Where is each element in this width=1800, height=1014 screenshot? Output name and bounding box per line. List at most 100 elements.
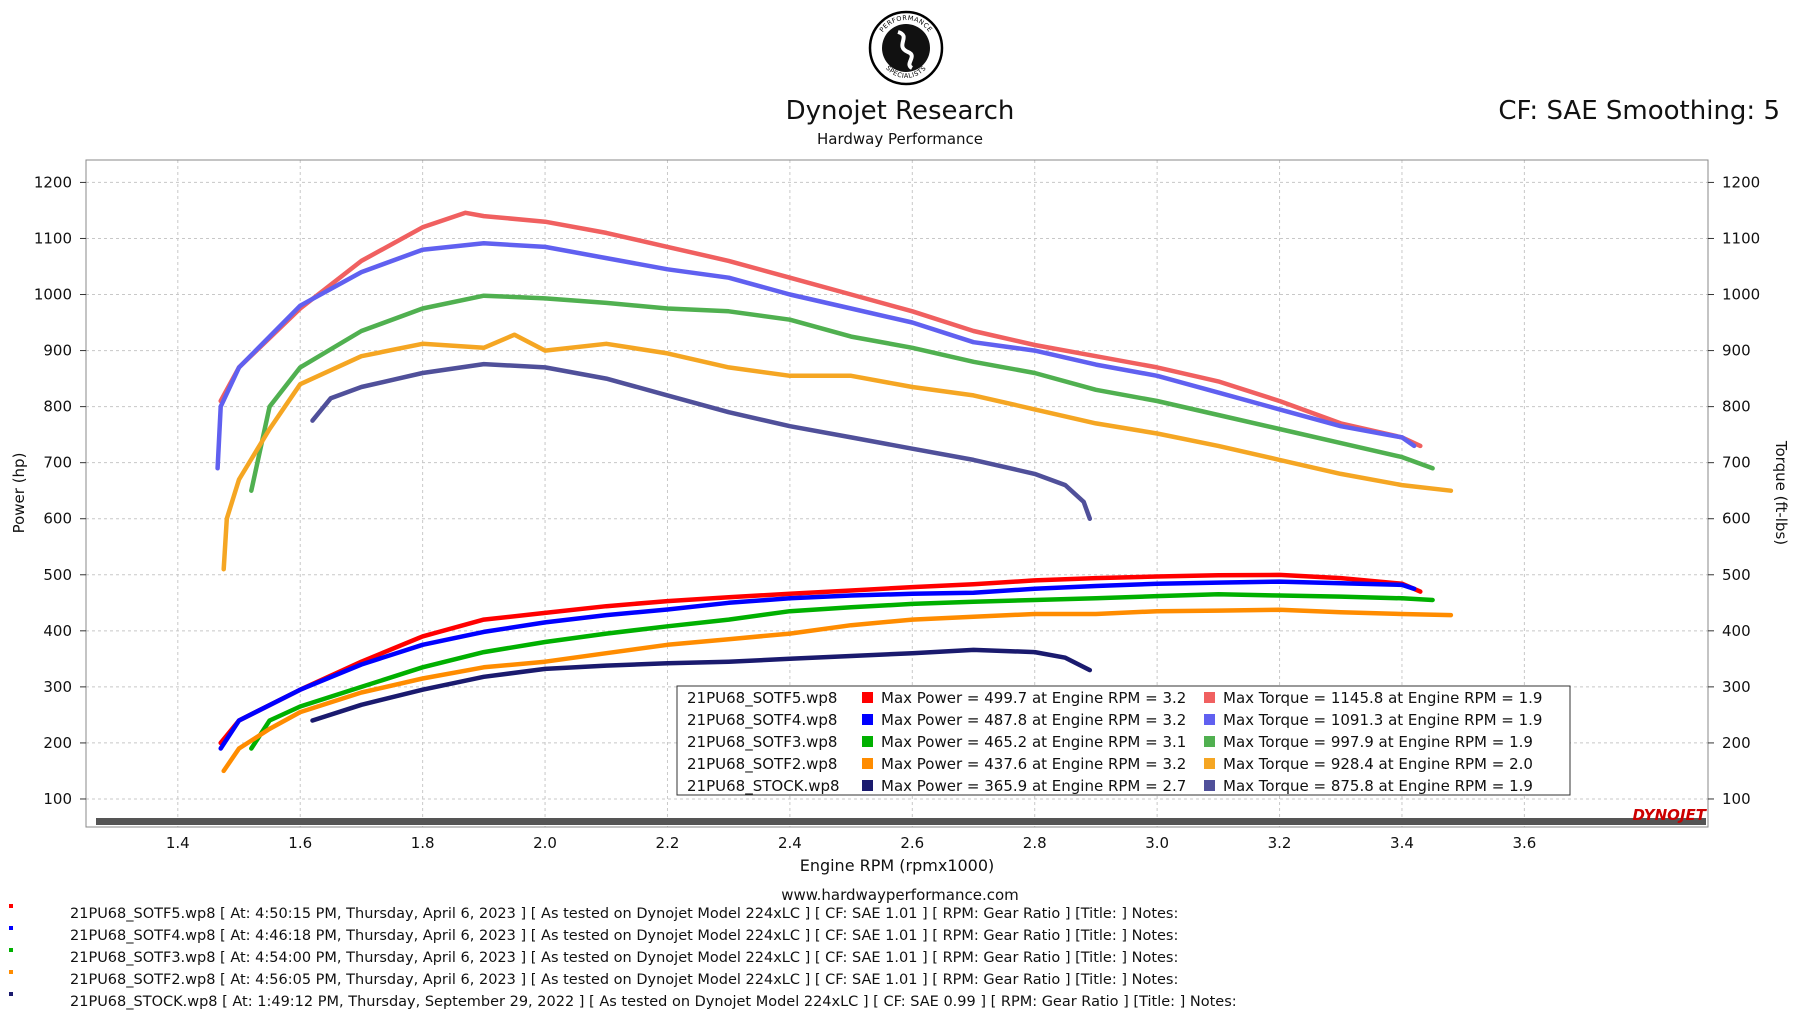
run-color-dot bbox=[9, 904, 13, 908]
y2-tick-label: 800 bbox=[1722, 398, 1751, 416]
legend-max-power: Max Power = 487.8 at Engine RPM = 3.2 bbox=[881, 711, 1186, 729]
legend-max-power: Max Power = 365.9 at Engine RPM = 2.7 bbox=[881, 777, 1186, 795]
run-info-text: 21PU68_SOTF2.wp8 [ At: 4:56:05 PM, Thurs… bbox=[70, 972, 1179, 988]
legend-swatch-power bbox=[862, 780, 873, 791]
y-tick-label: 500 bbox=[43, 566, 72, 584]
chart-subtitle: Hardway Performance bbox=[816, 130, 984, 148]
legend-run-name: 21PU68_SOTF3.wp8 bbox=[687, 733, 837, 752]
legend-max-torque: Max Torque = 1091.3 at Engine RPM = 1.9 bbox=[1223, 711, 1542, 729]
y2-tick-label: 900 bbox=[1722, 342, 1751, 360]
y-tick-label: 600 bbox=[43, 510, 72, 528]
website-url: www.hardwayperformance.com bbox=[781, 886, 1019, 904]
y2-tick-label: 300 bbox=[1722, 678, 1751, 696]
y-tick-label: 300 bbox=[43, 678, 72, 696]
x-axis-label: Engine RPM (rpmx1000) bbox=[800, 856, 995, 875]
legend-max-torque: Max Torque = 997.9 at Engine RPM = 1.9 bbox=[1223, 733, 1533, 751]
x-tick-label: 2.4 bbox=[778, 834, 802, 852]
legend-box bbox=[676, 685, 1571, 796]
y2-tick-label: 400 bbox=[1722, 622, 1751, 640]
dynojet-brand: DYNOJET bbox=[1632, 806, 1707, 824]
y-tick-label: 1000 bbox=[34, 286, 72, 304]
run-color-dot bbox=[9, 948, 13, 952]
series-lines bbox=[215, 210, 1454, 774]
legend-max-power: Max Power = 499.7 at Engine RPM = 3.2 bbox=[881, 689, 1186, 707]
series-line-torque bbox=[215, 241, 1417, 471]
legend-swatch-torque bbox=[1204, 780, 1215, 791]
x-tick-label: 1.4 bbox=[166, 834, 190, 852]
y2-tick-label: 100 bbox=[1722, 790, 1751, 808]
legend-swatch-torque bbox=[1204, 758, 1215, 769]
y-tick-label: 1100 bbox=[34, 229, 72, 247]
run-color-dot bbox=[9, 970, 13, 974]
y2-tick-label: 600 bbox=[1722, 510, 1751, 528]
x-axis-band bbox=[96, 818, 1706, 825]
y2-tick-label: 500 bbox=[1722, 566, 1751, 584]
run-info-list: 21PU68_SOTF5.wp8 [ At: 4:50:15 PM, Thurs… bbox=[8, 904, 1788, 1014]
cf-smoothing-label: CF: SAE Smoothing: 5 bbox=[1498, 96, 1780, 126]
series-line-torque bbox=[221, 332, 1454, 572]
chart-title: Dynojet Research bbox=[785, 96, 1015, 126]
y2-tick-label: 1000 bbox=[1722, 286, 1760, 304]
legend-swatch-power bbox=[862, 714, 873, 725]
series-line-power bbox=[310, 647, 1093, 723]
y-tick-label: 200 bbox=[43, 734, 72, 752]
y2-tick-label: 1200 bbox=[1722, 173, 1760, 191]
run-info-row: 21PU68_SOTF2.wp8 [ At: 4:56:05 PM, Thurs… bbox=[8, 970, 1788, 992]
run-info-row: 21PU68_SOTF3.wp8 [ At: 4:54:00 PM, Thurs… bbox=[8, 948, 1788, 970]
run-info-text: 21PU68_STOCK.wp8 [ At: 1:49:12 PM, Thurs… bbox=[70, 994, 1237, 1010]
y2-tick-label: 700 bbox=[1722, 454, 1751, 472]
y-tick-label: 1200 bbox=[34, 173, 72, 191]
performance-specialists-logo: PERFORMANCE SPECIALISTS bbox=[868, 10, 944, 86]
y-tick-label: 700 bbox=[43, 454, 72, 472]
plot-frame bbox=[85, 159, 1709, 828]
y-tick-label: 800 bbox=[43, 398, 72, 416]
x-tick-label: 2.2 bbox=[656, 834, 680, 852]
run-info-row: 21PU68_SOTF5.wp8 [ At: 4:50:15 PM, Thurs… bbox=[8, 904, 1788, 926]
legend-max-power: Max Power = 465.2 at Engine RPM = 3.1 bbox=[881, 733, 1186, 751]
y-tick-label: 400 bbox=[43, 622, 72, 640]
legend-max-power: Max Power = 437.6 at Engine RPM = 3.2 bbox=[881, 755, 1186, 773]
run-info-row: 21PU68_SOTF4.wp8 [ At: 4:46:18 PM, Thurs… bbox=[8, 926, 1788, 948]
legend-swatch-power bbox=[862, 692, 873, 703]
legend-swatch-power bbox=[862, 736, 873, 747]
y-tick-label: 900 bbox=[43, 342, 72, 360]
series-line-power bbox=[218, 572, 1423, 746]
x-tick-label: 3.6 bbox=[1512, 834, 1536, 852]
series-line-torque bbox=[310, 361, 1093, 521]
x-tick-label: 2.8 bbox=[1023, 834, 1047, 852]
run-info-text: 21PU68_SOTF5.wp8 [ At: 4:50:15 PM, Thurs… bbox=[70, 906, 1179, 922]
legend-max-torque: Max Torque = 928.4 at Engine RPM = 2.0 bbox=[1223, 755, 1533, 773]
run-info-row: 21PU68_STOCK.wp8 [ At: 1:49:12 PM, Thurs… bbox=[8, 992, 1788, 1014]
series-line-power bbox=[221, 607, 1454, 774]
y2-axis-label: Torque (ft-lbs) bbox=[1772, 440, 1790, 545]
legend-swatch-torque bbox=[1204, 714, 1215, 725]
legend-swatch-power bbox=[862, 758, 873, 769]
x-tick-label: 1.6 bbox=[288, 834, 312, 852]
run-info-text: 21PU68_SOTF4.wp8 [ At: 4:46:18 PM, Thurs… bbox=[70, 928, 1179, 944]
legend-run-name: 21PU68_STOCK.wp8 bbox=[687, 777, 840, 796]
legend-max-torque: Max Torque = 875.8 at Engine RPM = 1.9 bbox=[1223, 777, 1533, 795]
legend-max-torque: Max Torque = 1145.8 at Engine RPM = 1.9 bbox=[1223, 689, 1542, 707]
legend: 21PU68_SOTF5.wp8 Max Power = 499.7 at Eng… bbox=[676, 685, 1571, 796]
legend-swatch-torque bbox=[1204, 692, 1215, 703]
run-color-dot bbox=[9, 926, 13, 930]
x-tick-label: 1.8 bbox=[411, 834, 435, 852]
x-tick-label: 2.0 bbox=[533, 834, 557, 852]
series-line-power bbox=[218, 579, 1417, 751]
y-tick-label: 100 bbox=[43, 790, 72, 808]
x-tick-label: 3.0 bbox=[1145, 834, 1169, 852]
series-line-power bbox=[249, 592, 1435, 751]
y2-tick-label: 1100 bbox=[1722, 229, 1760, 247]
series-line-torque bbox=[218, 210, 1423, 449]
legend-swatch-torque bbox=[1204, 736, 1215, 747]
y2-tick-label: 200 bbox=[1722, 734, 1751, 752]
run-info-text: 21PU68_SOTF3.wp8 [ At: 4:54:00 PM, Thurs… bbox=[70, 950, 1179, 966]
run-color-dot bbox=[9, 992, 13, 996]
series-line-torque bbox=[249, 293, 1435, 493]
legend-run-name: 21PU68_SOTF5.wp8 bbox=[687, 689, 837, 708]
dyno-chart: 100 100 200 200 300 300 400 400 500 500 600 600 700 7… bbox=[10, 159, 1790, 875]
axis-ticks: 100 100 200 200 300 300 400 400 500 500 600 600 700 7… bbox=[34, 173, 1760, 852]
x-tick-label: 3.2 bbox=[1268, 834, 1292, 852]
legend-run-name: 21PU68_SOTF4.wp8 bbox=[687, 711, 837, 730]
legend-run-name: 21PU68_SOTF2.wp8 bbox=[687, 755, 837, 774]
